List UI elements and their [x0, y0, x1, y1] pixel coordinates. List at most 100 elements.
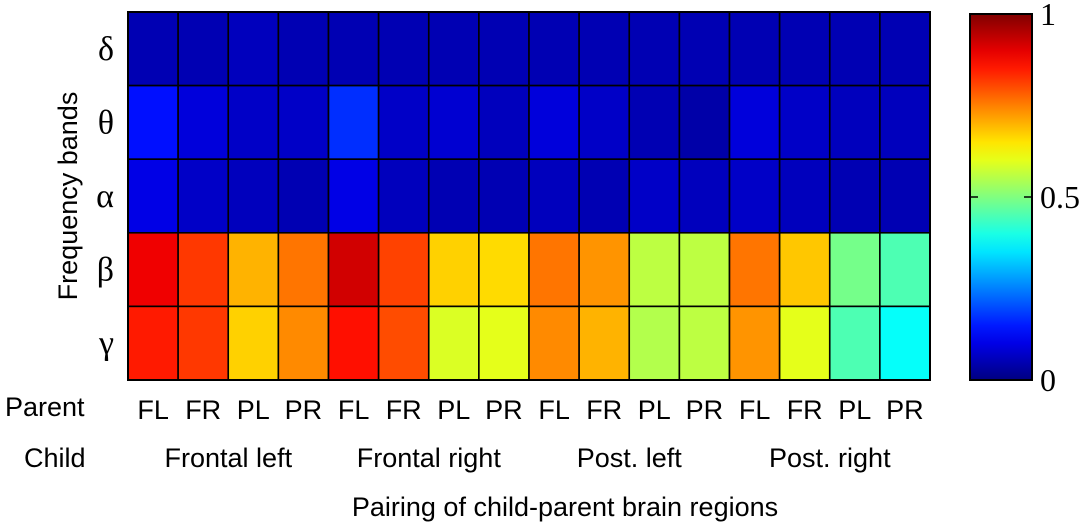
parent-tick-label: FR — [586, 395, 622, 425]
x-axis-label: Pairing of child-parent brain regions — [352, 492, 778, 522]
heatmap-cell — [828, 305, 881, 381]
heatmap-cell — [528, 84, 580, 160]
colorbar — [969, 13, 1033, 381]
heatmap-cell — [227, 305, 280, 381]
parent-tick-label: PL — [437, 395, 470, 425]
heatmap-cell — [828, 232, 881, 308]
heatmap-cell — [377, 305, 430, 381]
heatmap-cell — [879, 305, 931, 381]
heatmap-cell — [427, 158, 480, 234]
heatmap-cell — [828, 11, 881, 87]
child-group-label: Frontal right — [357, 443, 502, 473]
heatmap-cell — [227, 232, 280, 308]
heatmap-cell — [578, 84, 631, 160]
heatmap-cell — [628, 11, 681, 87]
heatmap-cell — [177, 232, 230, 308]
heatmap-cell — [127, 232, 179, 308]
heatmap-cell — [277, 232, 330, 308]
heatmap-cell — [227, 84, 280, 160]
heatmap-cell — [377, 84, 430, 160]
parent-tick-label: FL — [137, 395, 169, 425]
heatmap-cell — [127, 305, 179, 381]
child-group-labels: Frontal left Frontal right Post. left Post.… — [165, 443, 892, 473]
heatmap-cell — [728, 11, 781, 87]
heatmap-cell — [427, 232, 480, 308]
parent-tick-label: PR — [485, 395, 523, 425]
heatmap-cell — [778, 232, 831, 308]
heatmap-cell — [478, 305, 530, 381]
parent-row-label: Parent — [5, 392, 85, 422]
heatmap-cell — [628, 305, 681, 381]
heatmap-cell — [327, 232, 380, 308]
heatmap-cell — [628, 158, 681, 234]
heatmap-cell — [678, 84, 731, 160]
colorbar-ticks: 00.51 — [970, 0, 1080, 398]
parent-tick-label: FL — [739, 395, 771, 425]
colorbar-tick-label: 1 — [1040, 0, 1056, 32]
heatmap-cell — [678, 158, 731, 234]
heatmap-cell — [728, 84, 781, 160]
heatmap-cell — [427, 84, 480, 160]
parent-tick-label: FL — [538, 395, 570, 425]
heatmap-cell — [177, 11, 230, 87]
heatmap-cell — [578, 305, 631, 381]
heatmap-cell — [227, 158, 280, 234]
heatmap-cell — [127, 158, 179, 234]
parent-tick-labels: FL FR PL PR FL FR PL PR FL FR PL PR FL FR PL PR — [137, 395, 923, 425]
row-tick-label: γ — [98, 325, 114, 362]
row-tick-label: δ — [98, 31, 114, 68]
parent-tick-label: FR — [185, 395, 221, 425]
heatmap-cell — [728, 232, 781, 308]
heatmap-cell — [427, 11, 480, 87]
heatmap-cell — [879, 11, 931, 87]
heatmap-cell — [478, 84, 530, 160]
colorbar-tick-label: 0 — [1040, 362, 1056, 398]
parent-tick-label: PR — [285, 395, 323, 425]
colorbar-tick-label: 0.5 — [1040, 179, 1080, 215]
heatmap-cell — [327, 84, 380, 160]
parent-tick-label: FR — [787, 395, 823, 425]
parent-tick-label: FL — [338, 395, 370, 425]
parent-tick-label: FR — [386, 395, 422, 425]
heatmap-cell — [478, 158, 530, 234]
heatmap-cell — [578, 11, 631, 87]
parent-tick-label: PR — [686, 395, 724, 425]
heatmap-cell — [327, 158, 380, 234]
child-group-label: Post. right — [769, 443, 891, 473]
heatmap-cell — [528, 11, 580, 87]
heatmap-cell — [828, 84, 881, 160]
heatmap-cell — [277, 305, 330, 381]
heatmap-cell — [177, 305, 230, 381]
parent-tick-label: PR — [886, 395, 924, 425]
heatmap-cell — [778, 84, 831, 160]
row-tick-label: α — [96, 178, 114, 215]
heatmap-cell — [127, 11, 179, 87]
heatmap-cell — [277, 84, 330, 160]
heatmap-cell — [879, 158, 931, 234]
heatmap-cell — [678, 232, 731, 308]
heatmap-cell — [528, 158, 580, 234]
heatmap-cell — [127, 84, 179, 160]
child-group-label: Post. left — [577, 443, 683, 473]
heatmap-cell — [778, 305, 831, 381]
heatmap-cell — [377, 232, 430, 308]
child-group-label: Frontal left — [165, 443, 293, 473]
heatmap-cell — [327, 305, 380, 381]
heatmap-cell — [377, 158, 430, 234]
heatmap-cell — [628, 84, 681, 160]
heatmap-cell — [427, 305, 480, 381]
heatmap-cells — [127, 11, 931, 381]
heatmap-cell — [377, 11, 430, 87]
child-row-label: Child — [24, 443, 86, 473]
heatmap-cell — [678, 305, 731, 381]
heatmap-cell — [478, 11, 530, 87]
row-tick-label: β — [97, 252, 114, 289]
heatmap-cell — [528, 232, 580, 308]
y-axis-label: Frequency bands — [53, 92, 83, 301]
heatmap-cell — [227, 11, 280, 87]
parent-tick-label: PL — [838, 395, 871, 425]
heatmap-cell — [177, 158, 230, 234]
heatmap-cell — [628, 232, 681, 308]
